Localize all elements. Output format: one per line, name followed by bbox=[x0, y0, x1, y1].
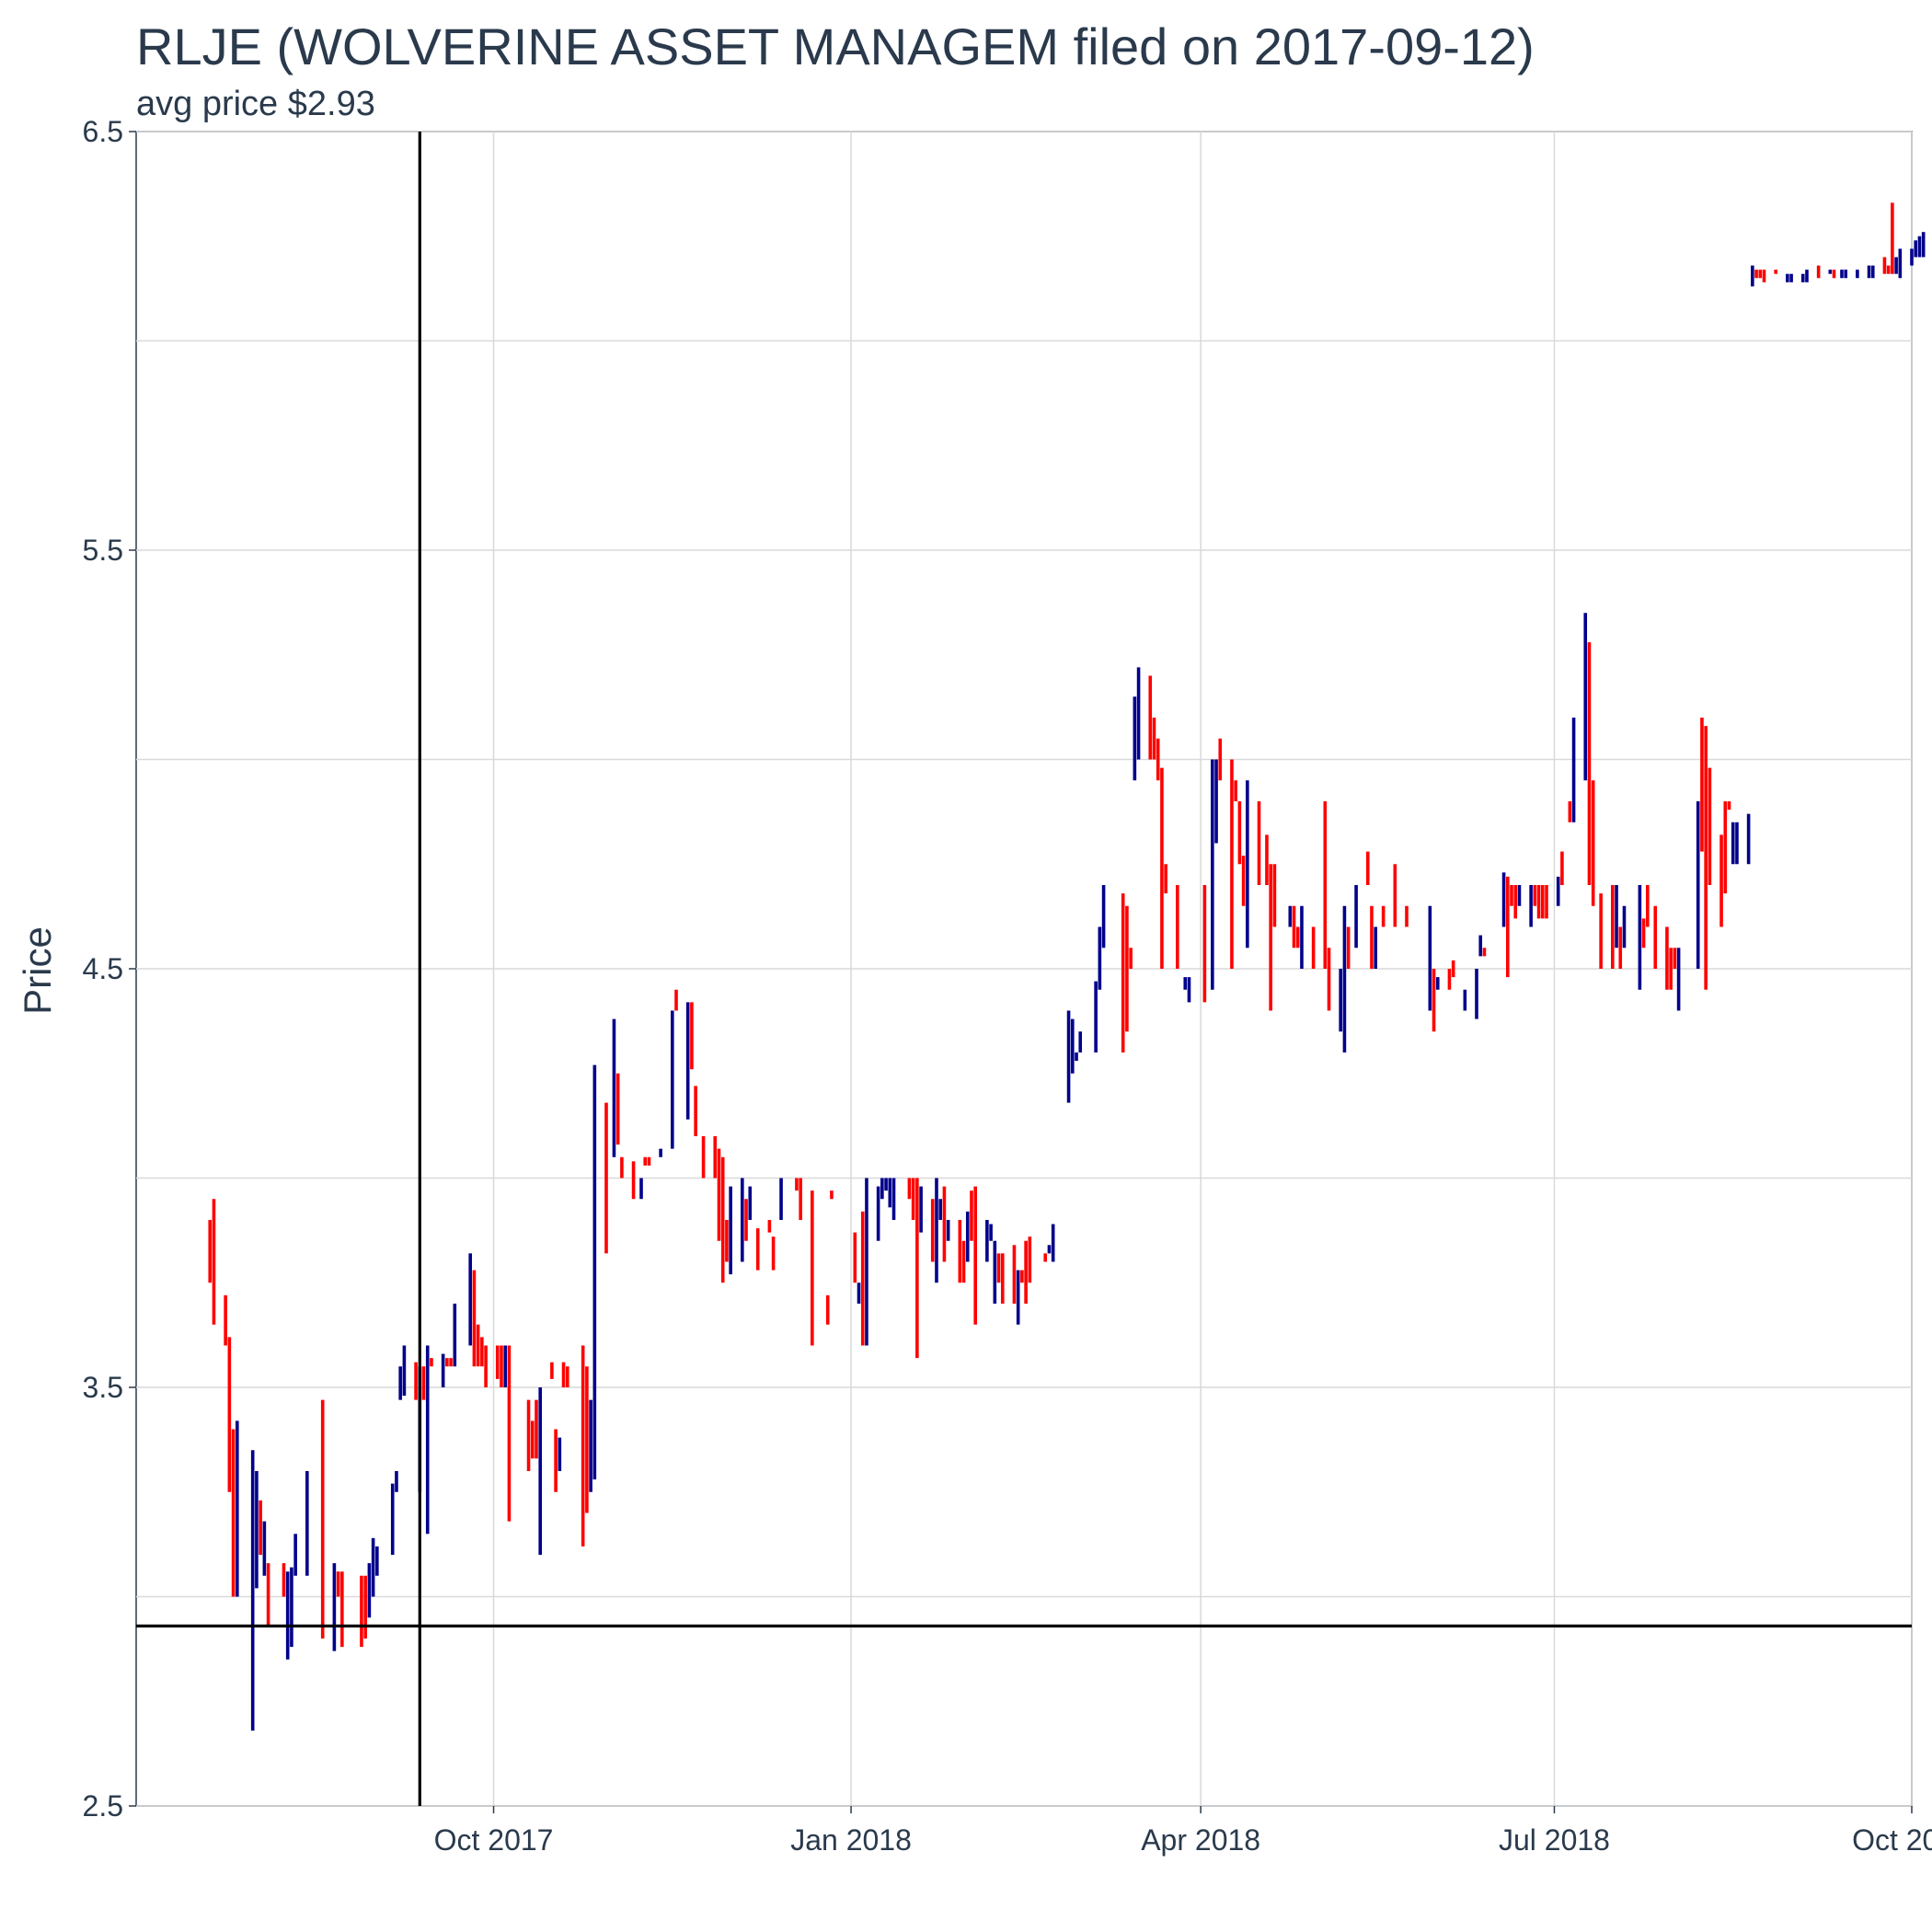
y-axis-label: Price bbox=[16, 926, 59, 1015]
y-tick-label: 4.5 bbox=[83, 952, 123, 985]
axis-layer: 2.5 3.5 4.5 5.5 6.5 Oct 2017 Jan 2018 Apr 2018 J… bbox=[83, 115, 1932, 1857]
y-tick-label: 5.5 bbox=[83, 534, 123, 567]
y-tick-label: 3.5 bbox=[83, 1371, 123, 1404]
y-tick-label: 2.5 bbox=[83, 1789, 123, 1823]
x-tick-label: Oct 2018 bbox=[1852, 1823, 1932, 1857]
price-bars-layer bbox=[208, 202, 1926, 1731]
reference-lines-layer bbox=[136, 132, 1912, 1806]
x-tick-label: Jan 2018 bbox=[790, 1823, 912, 1857]
chart-title: RLJE (WOLVERINE ASSET MANAGEM filed on 2… bbox=[136, 17, 1535, 75]
x-tick-label: Apr 2018 bbox=[1141, 1823, 1260, 1857]
x-tick-label: Oct 2017 bbox=[434, 1823, 554, 1857]
y-tick-label: 6.5 bbox=[83, 115, 123, 148]
grid-layer bbox=[135, 131, 1913, 1807]
chart-subtitle: avg price $2.93 bbox=[136, 85, 375, 123]
x-tick-label: Jul 2018 bbox=[1499, 1823, 1610, 1857]
